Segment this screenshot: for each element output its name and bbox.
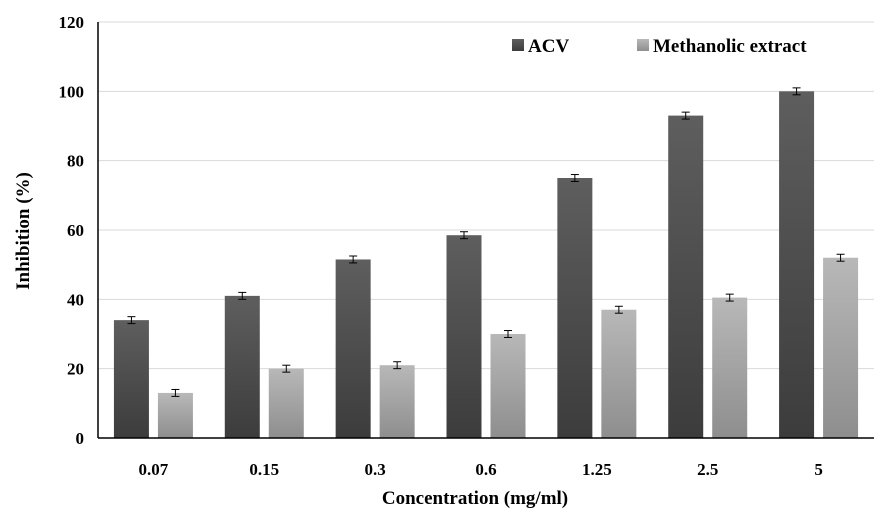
- bar-acv: [779, 91, 815, 438]
- bar-methanolic: [157, 392, 193, 438]
- x-tick-label: 2.5: [697, 460, 718, 479]
- bar-methanolic: [712, 297, 748, 438]
- gridlines: [98, 21, 874, 370]
- bars: [113, 87, 859, 438]
- x-tick-label: 0.15: [249, 460, 279, 479]
- x-tick-label: 0.07: [139, 460, 169, 479]
- bar-methanolic: [823, 257, 859, 438]
- y-tick-label: 40: [67, 290, 84, 309]
- y-tick-label: 100: [59, 82, 85, 101]
- legend-label-acv: ACV: [528, 36, 569, 57]
- legend-swatch-acv: [512, 39, 524, 51]
- legend-swatch-methanolic: [637, 39, 649, 51]
- y-axis-label: Inhibition (%): [13, 172, 34, 290]
- legend: ACV Methanolic extract: [512, 36, 807, 57]
- bar-methanolic: [490, 334, 526, 438]
- y-tick-label: 120: [59, 13, 85, 32]
- x-tick-label: 0.6: [475, 460, 496, 479]
- x-tick-labels: 0.07 0.15 0.3 0.6 1.25 2.5 5: [139, 460, 823, 479]
- x-tick-label: 0.3: [365, 460, 386, 479]
- y-tick-label: 20: [67, 360, 84, 379]
- bar-acv: [113, 320, 149, 438]
- x-tick-label: 1.25: [582, 460, 612, 479]
- y-tick-label: 60: [67, 221, 84, 240]
- bar-methanolic: [379, 365, 415, 438]
- y-tick-labels: 0 20 40 60 80 100 120: [59, 13, 85, 448]
- bar-acv: [224, 295, 260, 438]
- legend-label-methanolic: Methanolic extract: [653, 36, 807, 57]
- y-tick-label: 0: [76, 429, 85, 448]
- bar-acv: [557, 178, 593, 438]
- bar-acv: [446, 235, 482, 438]
- bar-methanolic: [268, 368, 304, 438]
- x-axis-label: Concentration (mg/ml): [382, 488, 568, 509]
- bar-acv: [335, 259, 371, 438]
- bar-methanolic: [601, 309, 637, 438]
- x-tick-label: 5: [814, 460, 823, 479]
- bar-acv: [668, 115, 704, 438]
- y-tick-label: 80: [67, 152, 84, 171]
- axes: [97, 22, 874, 439]
